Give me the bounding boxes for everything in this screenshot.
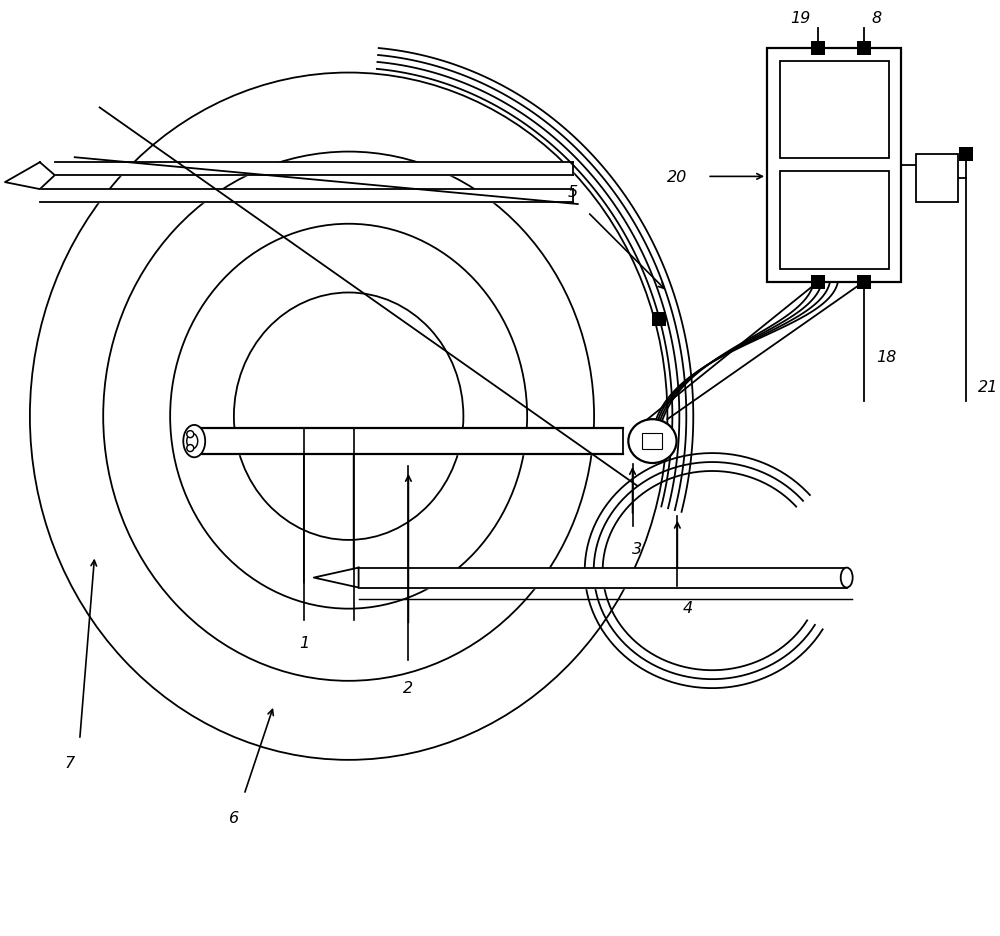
Bar [642,433,662,449]
Polygon shape [35,190,573,203]
Bar [811,275,825,289]
Ellipse shape [628,419,677,463]
Circle shape [187,431,194,438]
Bar [780,62,889,159]
Text: 4: 4 [682,601,692,616]
Ellipse shape [183,426,205,458]
Text: 20: 20 [667,169,687,184]
Text: 18: 18 [876,349,896,364]
Text: 21: 21 [978,379,998,394]
Bar [857,41,871,55]
Polygon shape [359,568,847,588]
Text: 3: 3 [632,541,643,556]
Bar [857,275,871,289]
Text: 19: 19 [790,11,810,26]
Text: 1: 1 [299,636,309,651]
Text: 6: 6 [229,810,239,825]
Text: 2: 2 [403,680,413,695]
Bar [780,172,889,270]
Text: 7: 7 [65,755,75,770]
Bar [811,41,825,55]
Text: 8: 8 [872,11,882,26]
Circle shape [187,446,194,452]
Bar [916,155,958,203]
Bar [767,49,901,283]
Polygon shape [40,163,573,176]
Polygon shape [199,429,623,455]
Bar [857,275,871,289]
Bar [652,313,666,327]
Ellipse shape [841,568,853,588]
Ellipse shape [187,434,198,449]
Bar [959,148,973,162]
Text: 5: 5 [568,184,578,199]
Polygon shape [314,568,359,588]
Polygon shape [5,163,55,190]
